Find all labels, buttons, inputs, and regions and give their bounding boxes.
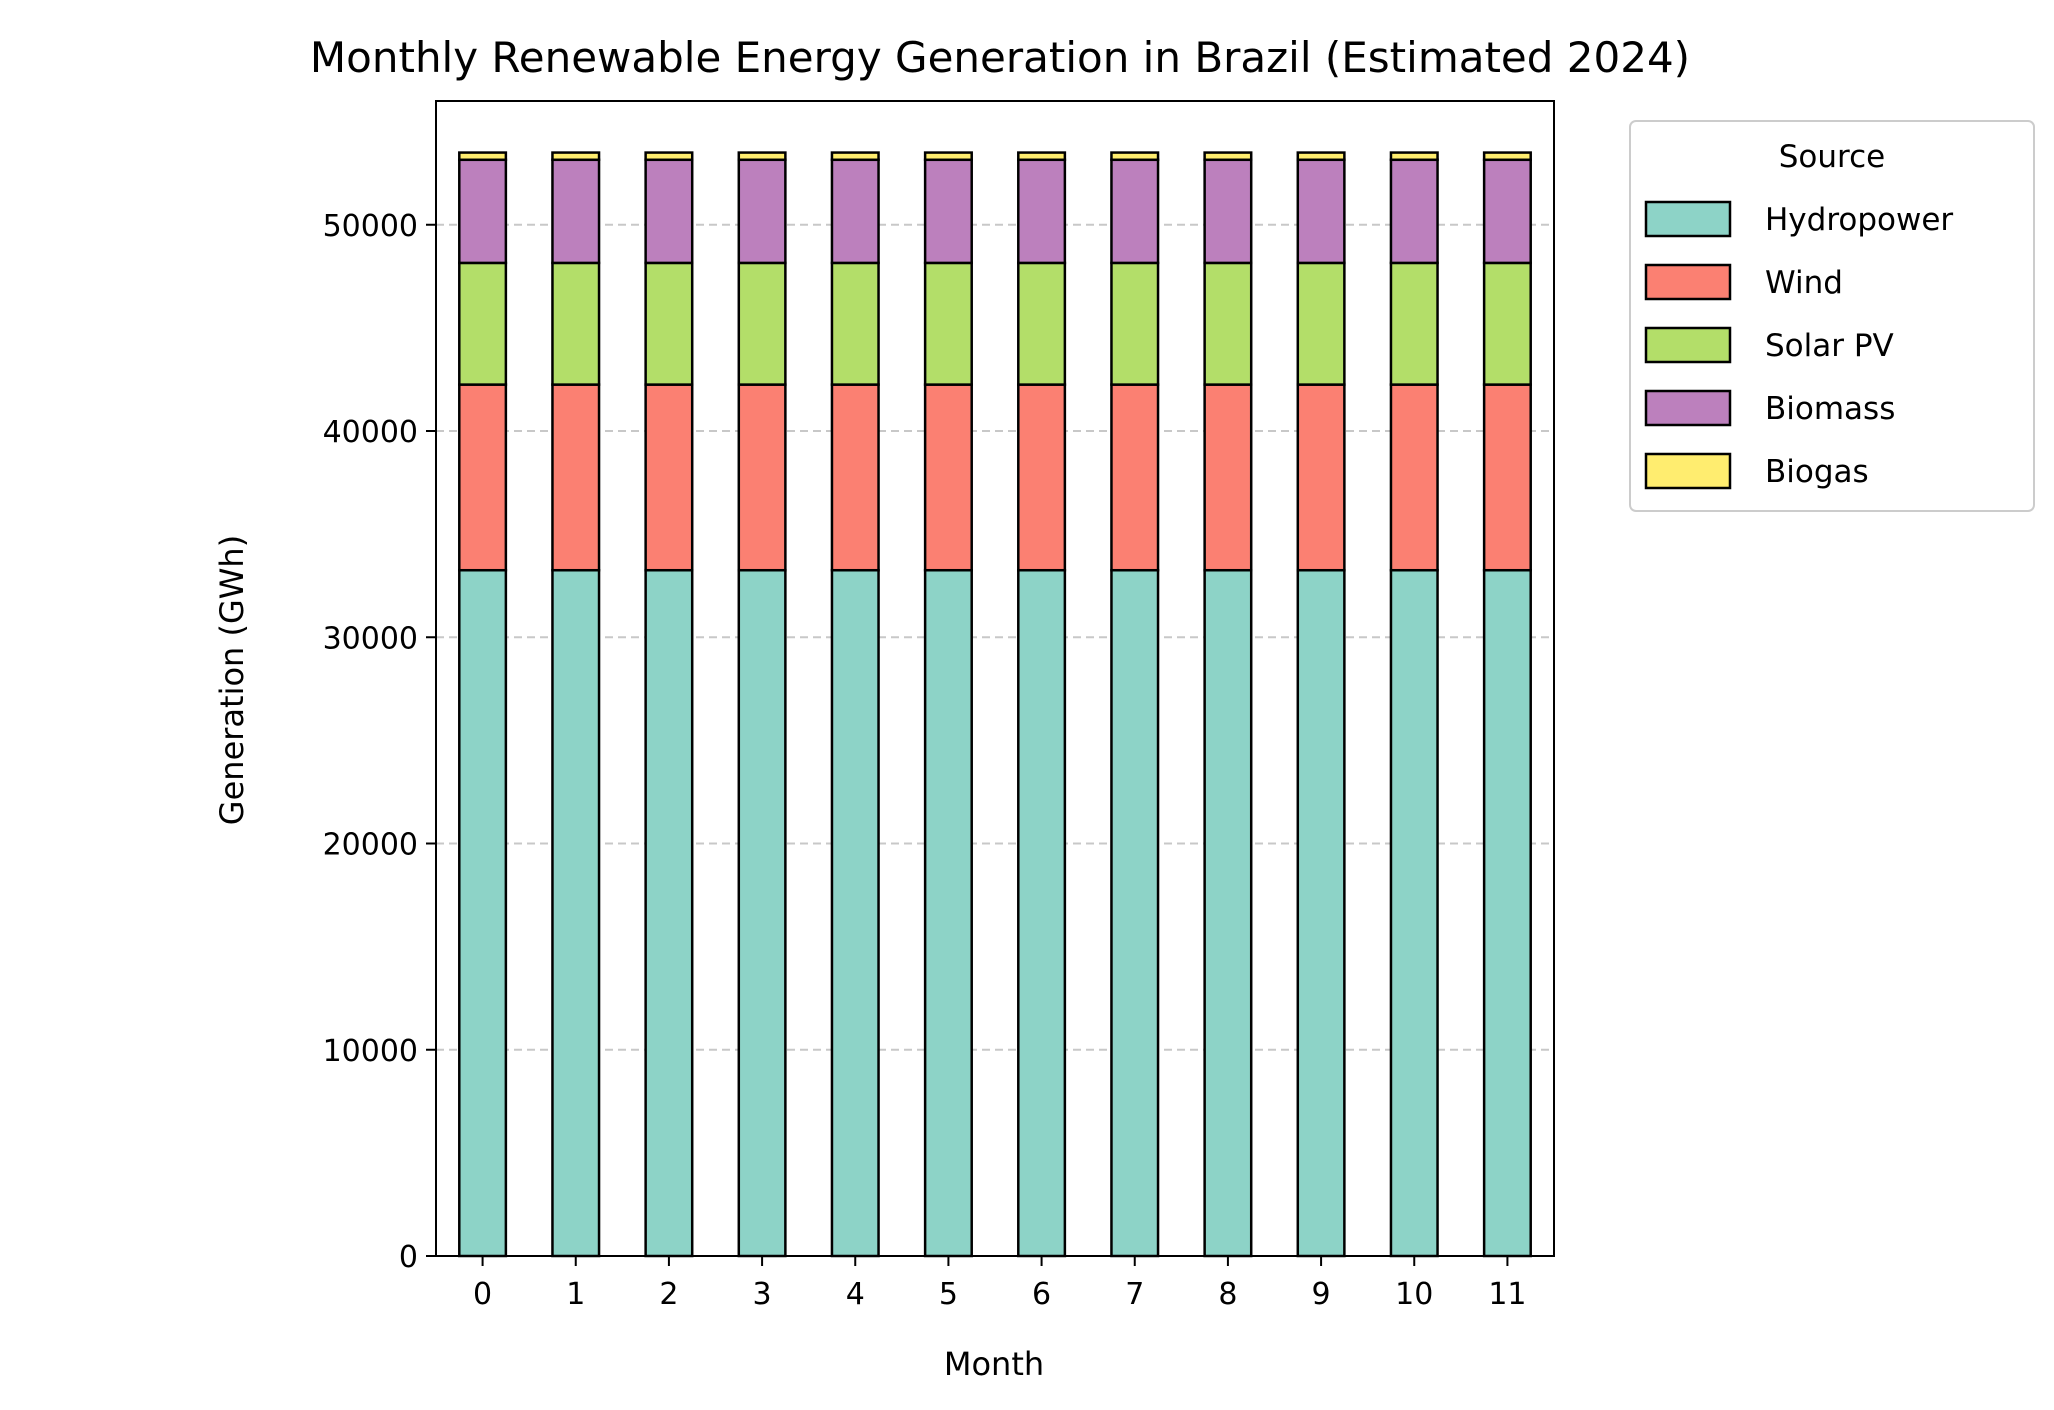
bar-biomass <box>458 158 508 265</box>
bar-biogas <box>551 151 601 162</box>
y-tick-label: 0 <box>399 1240 418 1275</box>
bar-wind <box>1203 383 1253 572</box>
x-tick-label: 7 <box>1125 1277 1144 1312</box>
bar-solar-pv <box>1389 261 1439 386</box>
legend-swatch <box>1644 263 1732 301</box>
bar-biogas <box>923 151 973 162</box>
bar-wind <box>1110 383 1160 572</box>
x-axis-label: Month <box>944 1345 1044 1383</box>
y-tick-label: 50000 <box>323 209 418 244</box>
bar-biomass <box>1389 158 1439 265</box>
bar-wind <box>1482 383 1532 572</box>
x-tick-label: 0 <box>473 1277 492 1312</box>
legend-label: Biogas <box>1765 454 1869 490</box>
x-tick-label: 9 <box>1312 1277 1331 1312</box>
bar-solar-pv <box>737 261 787 386</box>
y-tick-label: 30000 <box>323 621 418 656</box>
y-tick-label: 40000 <box>323 415 418 450</box>
bar-wind <box>737 383 787 572</box>
bar-biomass <box>1482 158 1532 265</box>
bar-solar-pv <box>1203 261 1253 386</box>
bar-hydropower <box>1296 568 1346 1258</box>
bar-solar-pv <box>1482 261 1532 386</box>
legend-label: Solar PV <box>1765 328 1894 364</box>
legend-label: Biomass <box>1765 391 1895 427</box>
bar-hydropower <box>923 568 973 1258</box>
legend-swatch <box>1644 326 1732 364</box>
bar-hydropower <box>458 568 508 1258</box>
bar-biogas <box>737 151 787 162</box>
bar-biogas <box>458 151 508 162</box>
legend-frame <box>1629 120 2035 512</box>
bar-biomass <box>551 158 601 265</box>
bar-hydropower <box>1203 568 1253 1258</box>
bar-biogas <box>1017 151 1067 162</box>
bar-wind <box>644 383 694 572</box>
bar-biomass <box>1203 158 1253 265</box>
bars <box>458 151 1532 1258</box>
axes: 0 10000 20000 30000 40000 50000 0 1 2 3 4 5 6 7 8 9 10 11 <box>323 209 1527 1312</box>
bar-biogas <box>1110 151 1160 162</box>
bar-biomass <box>1110 158 1160 265</box>
x-tick-label: 6 <box>1032 1277 1051 1312</box>
y-tick-label: 10000 <box>323 1034 418 1069</box>
bar-biogas <box>1389 151 1439 162</box>
legend-label: Hydropower <box>1765 202 1953 238</box>
chart-title: Monthly Renewable Energy Generation in B… <box>310 33 1690 82</box>
bar-hydropower <box>1482 568 1532 1258</box>
legend-swatch <box>1644 452 1732 490</box>
bar-solar-pv <box>1110 261 1160 386</box>
y-axis-label: Generation (GWh) <box>213 535 251 825</box>
bar-hydropower <box>644 568 694 1258</box>
bar-solar-pv <box>830 261 880 386</box>
bar-wind <box>1017 383 1067 572</box>
bar-wind <box>1389 383 1439 572</box>
bar-biogas <box>1203 151 1253 162</box>
bar-biomass <box>923 158 973 265</box>
bar-biogas <box>830 151 880 162</box>
bar-solar-pv <box>458 261 508 386</box>
bar-biogas <box>1296 151 1346 162</box>
bar-biomass <box>1017 158 1067 265</box>
x-tick-label: 3 <box>753 1277 772 1312</box>
bar-hydropower <box>1110 568 1160 1258</box>
x-tick-label: 1 <box>566 1277 585 1312</box>
bar-solar-pv <box>551 261 601 386</box>
bar-hydropower <box>1017 568 1067 1258</box>
bar-biomass <box>1296 158 1346 265</box>
x-tick-label: 8 <box>1218 1277 1237 1312</box>
legend-label: Wind <box>1765 265 1843 301</box>
y-tick-label: 20000 <box>323 828 418 863</box>
bar-biogas <box>1482 151 1532 162</box>
bar-wind <box>1296 383 1346 572</box>
legend-swatch <box>1644 200 1732 238</box>
bar-solar-pv <box>1296 261 1346 386</box>
bar-wind <box>830 383 880 572</box>
bar-wind <box>923 383 973 572</box>
legend-title: Source <box>1779 139 1885 175</box>
plot-frame <box>435 100 1555 1257</box>
bar-biogas <box>644 151 694 162</box>
bar-wind <box>458 383 508 572</box>
x-tick-label: 4 <box>846 1277 865 1312</box>
bar-biomass <box>830 158 880 265</box>
bar-solar-pv <box>923 261 973 386</box>
x-tick-label: 10 <box>1395 1277 1433 1312</box>
x-tick-label: 11 <box>1488 1277 1526 1312</box>
x-tick-label: 5 <box>939 1277 958 1312</box>
bar-hydropower <box>1389 568 1439 1258</box>
bar-biomass <box>644 158 694 265</box>
bar-hydropower <box>551 568 601 1258</box>
bar-solar-pv <box>1017 261 1067 386</box>
x-tick-label: 2 <box>659 1277 678 1312</box>
bar-hydropower <box>737 568 787 1258</box>
bar-hydropower <box>830 568 880 1258</box>
gridlines <box>436 223 1554 1051</box>
legend: Source Hydropower Wind Solar PV Biomass Biog… <box>1629 120 2035 512</box>
bar-solar-pv <box>644 261 694 386</box>
bar-biomass <box>737 158 787 265</box>
legend-swatch <box>1644 389 1732 427</box>
bar-wind <box>551 383 601 572</box>
